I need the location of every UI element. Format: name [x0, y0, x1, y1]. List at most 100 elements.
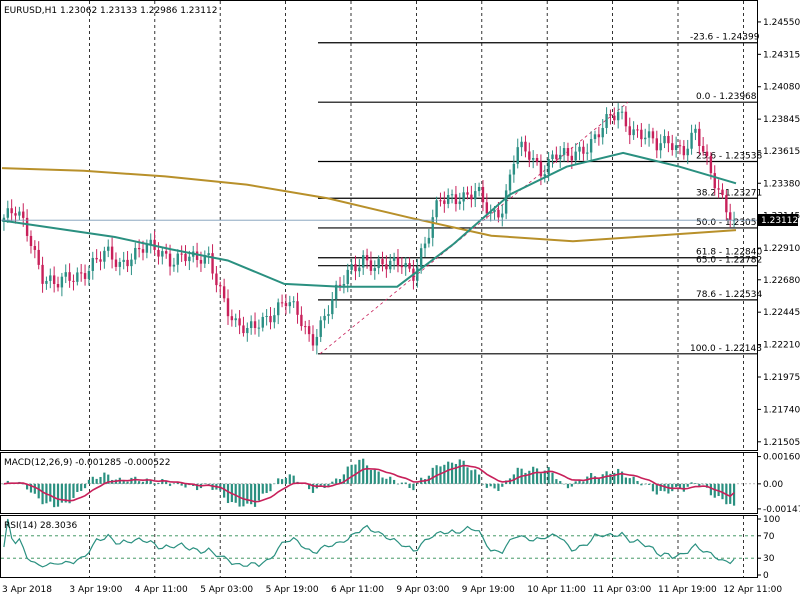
- candle-body: [311, 334, 315, 346]
- candle-body: [25, 217, 29, 236]
- candle-body: [49, 275, 52, 281]
- macd-bar: [690, 482, 693, 484]
- candle-body: [389, 260, 392, 270]
- candle-body: [454, 194, 458, 205]
- candle-body: [41, 264, 44, 284]
- macd-bar: [620, 471, 624, 484]
- price-label: 1.21505: [763, 438, 800, 448]
- candle-body: [671, 143, 674, 151]
- price-label: 1.24550: [763, 18, 800, 28]
- time-axis: 3 Apr 2018 3 Apr 19:00 4 Apr 11:00 5 Apr 03…: [2, 585, 782, 595]
- macd-bar: [713, 483, 716, 498]
- time-label: 4 Apr 11:00: [135, 585, 188, 595]
- candle-body: [176, 253, 179, 265]
- candle-body: [342, 284, 346, 286]
- macd-bar: [99, 476, 102, 484]
- time-label: 3 Apr 19:00: [69, 585, 122, 595]
- fib-level-label: -23.6 - 1.24399: [690, 33, 760, 43]
- macd-bar: [393, 479, 396, 484]
- macd-bar: [91, 476, 94, 484]
- macd-bar: [331, 481, 334, 484]
- macd-bar: [624, 477, 627, 484]
- candle-body: [95, 257, 98, 260]
- candle-body: [713, 173, 716, 189]
- macd-bar: [327, 483, 330, 488]
- candle-body: [83, 273, 87, 279]
- fib-level-label: 50.0 - 1.23056: [696, 218, 762, 228]
- macd-bar: [582, 481, 585, 484]
- candle-body: [400, 265, 404, 268]
- macd-bar: [655, 483, 658, 495]
- price-label: 1.22680: [763, 276, 800, 286]
- candle-body: [257, 327, 261, 329]
- candle-body: [516, 147, 519, 164]
- candle-body: [222, 286, 226, 299]
- macd-header: MACD(12,26,9) -0.001285 -0.000522: [4, 458, 170, 468]
- macd-bar: [250, 483, 253, 505]
- macd-bar: [53, 483, 56, 508]
- candle-body: [22, 211, 25, 218]
- candle-body: [130, 259, 133, 267]
- candle-body: [346, 269, 349, 285]
- candle-body: [555, 154, 558, 160]
- candle-body: [319, 320, 322, 337]
- macd-bar: [570, 483, 573, 487]
- macd-bar: [675, 483, 678, 487]
- candle-body: [431, 217, 434, 238]
- main-pane-frame: [0, 0, 758, 451]
- macd-bar: [342, 474, 345, 484]
- candle-body: [6, 208, 9, 218]
- candle-body: [628, 126, 631, 136]
- candle-body: [690, 132, 693, 149]
- macd-bar: [466, 467, 469, 484]
- macd-bar: [450, 462, 454, 484]
- candle-body: [539, 161, 543, 177]
- candle-body: [721, 189, 724, 196]
- candle-body: [172, 264, 176, 267]
- candle-body: [678, 145, 682, 147]
- macd-bar: [547, 467, 550, 484]
- time-label: 12 Apr 11:00: [723, 585, 782, 595]
- macd-bar: [404, 482, 407, 484]
- macd-bar: [172, 483, 176, 484]
- fibonacci-levels[interactable]: -23.6 - 1.24399 0.0 - 1.23968 23.6 - 1.235…: [318, 33, 762, 355]
- macd-bar: [632, 476, 635, 484]
- candle-body: [296, 301, 299, 315]
- macd-bar: [574, 481, 577, 484]
- candle-body: [64, 272, 67, 277]
- macd-bar: [400, 482, 403, 484]
- candle-body: [118, 261, 122, 267]
- candle-body: [443, 200, 446, 204]
- macd-bar: [431, 467, 434, 484]
- macd-axis-label: -0.001476: [763, 505, 800, 515]
- fib-level-label: 0.0 - 1.23968: [696, 92, 757, 102]
- candle-body: [562, 148, 566, 155]
- macd-bar: [288, 474, 291, 484]
- macd-bar: [532, 466, 535, 484]
- macd-bar: [609, 473, 612, 484]
- macd-bar: [647, 483, 651, 485]
- macd-bar: [6, 480, 9, 484]
- candle-body: [284, 302, 288, 307]
- macd-bar: [41, 483, 44, 505]
- macd-bar: [68, 483, 71, 504]
- candle-body: [261, 316, 264, 328]
- candle-body: [566, 148, 570, 156]
- macd-bar: [578, 480, 581, 484]
- macd-bar: [37, 483, 40, 499]
- macd-bar: [698, 483, 701, 487]
- indicator-axes: 0.001607 0.00 -0.001476100 70 30 0: [757, 453, 800, 581]
- fib-anchor-line[interactable]: [319, 101, 629, 355]
- candle-body: [365, 255, 369, 261]
- candle-body: [331, 299, 334, 315]
- candle-body: [559, 154, 562, 160]
- time-label: 11 Apr 03:00: [593, 585, 652, 595]
- macd-bar: [481, 483, 485, 485]
- price-label: 1.23615: [763, 147, 800, 157]
- macd-bar: [26, 483, 29, 490]
- candle-body: [273, 315, 276, 323]
- macd-bar: [60, 483, 63, 503]
- candle-body: [597, 134, 601, 138]
- macd-bar: [605, 471, 608, 484]
